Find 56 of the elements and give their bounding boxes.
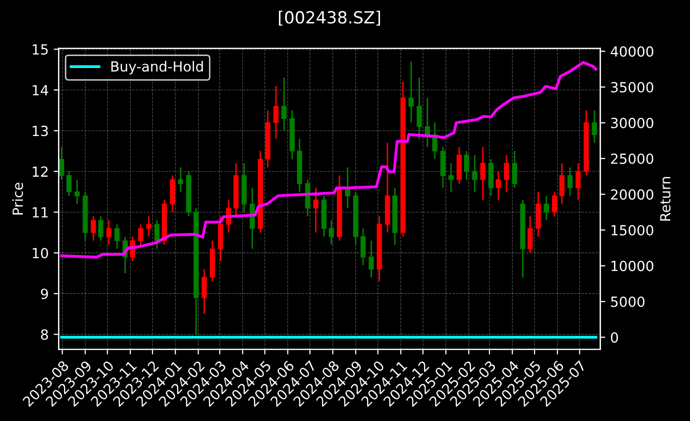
y-tick-label: 15 <box>32 44 48 55</box>
y2-axis-title: Return <box>660 177 671 221</box>
y2-tick-label: 10000 <box>612 260 654 272</box>
legend-label: Buy-and-Hold <box>111 60 203 74</box>
y2-tick-label: 20000 <box>611 189 654 200</box>
y-tick-label: 10 <box>32 248 48 258</box>
candlestick <box>528 216 533 254</box>
candlestick <box>178 166 184 192</box>
y2-tick-label: 25000 <box>611 153 654 164</box>
candlestick <box>281 77 287 132</box>
candlestick <box>559 162 564 205</box>
candlestick <box>408 60 414 124</box>
candlestick <box>328 220 334 246</box>
candlestick <box>59 146 64 180</box>
candlestick <box>576 162 581 201</box>
candlestick <box>416 77 422 140</box>
candlestick <box>544 195 549 221</box>
candlestick <box>480 146 486 201</box>
candlestick <box>512 150 518 188</box>
y2-tick-label: 5000 <box>611 296 644 307</box>
candlestick <box>138 224 144 246</box>
candlestick <box>74 178 80 205</box>
y2-tick-label: 30000 <box>611 118 654 128</box>
line-series <box>60 60 598 259</box>
candlestick <box>154 220 160 250</box>
y2-tick-label: 15000 <box>612 224 654 236</box>
chart-title: [002438.SZ] <box>278 10 380 26</box>
candlestick <box>552 191 558 217</box>
y-tick-label: 11 <box>32 207 48 218</box>
candlestick <box>146 216 152 238</box>
candlestick <box>464 150 470 180</box>
candlestick <box>66 170 72 197</box>
candlestick <box>98 216 104 242</box>
candlestick <box>496 170 501 201</box>
y-tick-label: 14 <box>32 85 48 96</box>
y-tick-label: 13 <box>32 126 48 136</box>
candlestick <box>273 85 278 140</box>
candlestick <box>368 240 374 278</box>
candlestick <box>504 154 510 192</box>
candlestick <box>472 154 478 192</box>
candlestick <box>592 110 597 144</box>
candlestick <box>448 162 454 192</box>
candlestick <box>106 220 112 246</box>
y-axis-title: Price <box>12 182 24 214</box>
y2-tick-label: 40000 <box>610 46 654 57</box>
y2-tick-label: 0 <box>610 332 618 343</box>
candlestick <box>90 216 96 242</box>
candlestick <box>360 228 366 266</box>
candlestick <box>313 187 318 234</box>
y-tick-label: 8 <box>41 329 48 340</box>
y2-tick-label: 35000 <box>611 82 654 92</box>
y-tick-label: 12 <box>32 166 48 177</box>
candlestick <box>567 166 573 197</box>
y-tick-label: 9 <box>40 288 48 300</box>
candlestick <box>202 268 207 315</box>
candlestick <box>114 224 120 250</box>
